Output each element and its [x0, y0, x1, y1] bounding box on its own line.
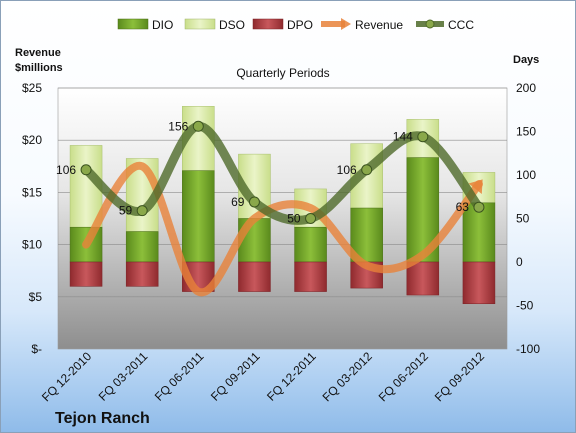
category-label: FQ 09-2012 — [432, 349, 487, 404]
ccc-data-label: 144 — [393, 130, 413, 144]
left-tick-label: $5 — [29, 290, 43, 304]
legend-swatch-dpo — [252, 18, 284, 30]
left-tick-label: $20 — [22, 133, 42, 147]
ccc-data-label: 106 — [56, 163, 76, 177]
right-tick-label: 100 — [516, 168, 536, 182]
ccc-data-label: 63 — [456, 200, 470, 214]
right-tick-label: 200 — [516, 81, 536, 95]
ccc-data-label: 59 — [119, 204, 133, 218]
ccc-point — [136, 205, 148, 217]
ccc-point — [305, 213, 317, 224]
legend-swatch-dso — [184, 18, 216, 30]
legend-swatch-ccc — [416, 19, 444, 29]
legend-swatch-revenue — [321, 18, 351, 30]
category-label: FQ 03-2012 — [320, 349, 375, 404]
legend-label-dio: DIO — [152, 18, 173, 32]
ccc-point — [417, 131, 429, 143]
ccc-point — [80, 164, 92, 176]
bar-dpo — [462, 261, 496, 305]
ccc-data-label: 106 — [337, 163, 357, 177]
bar-dio — [125, 231, 159, 263]
bar-dpo — [125, 261, 159, 287]
bar-dio — [462, 202, 496, 263]
left-tick-label: $- — [31, 342, 42, 356]
bar-dpo — [294, 261, 327, 292]
right-tick-label: 0 — [516, 255, 523, 269]
left-axis-title-line2: $millions — [15, 62, 63, 74]
legend-label-dpo: DPO — [287, 18, 313, 32]
ccc-data-label: 156 — [168, 119, 188, 133]
right-tick-label: 50 — [516, 212, 530, 226]
ccc-data-label: 50 — [287, 212, 301, 226]
bar-dpo — [238, 261, 271, 292]
category-label: FQ 06-2012 — [376, 349, 431, 404]
chart-title: Quarterly Periods — [236, 66, 329, 80]
ccc-point — [248, 196, 260, 208]
category-label: FQ 03-2011 — [96, 349, 151, 404]
bar-dio — [182, 170, 215, 263]
legend-label-revenue: Revenue — [355, 18, 403, 32]
data-labels: 106 59 156 69 50 106 144 63 — [56, 119, 469, 225]
ccc-point — [192, 120, 204, 132]
right-tick-label: -100 — [516, 342, 540, 356]
ccc-point — [473, 201, 485, 213]
category-label: FQ 12-2011 — [264, 349, 319, 404]
right-tick-label: 150 — [516, 125, 536, 139]
left-axis-title-line1: Revenue — [15, 47, 61, 59]
ccc-data-label: 69 — [231, 195, 245, 209]
bar-dio — [294, 226, 327, 263]
legend-swatch-dio — [117, 18, 149, 30]
left-tick-label: $25 — [22, 81, 42, 95]
left-tick-label: $15 — [22, 185, 42, 199]
category-label: FQ 09-2011 — [208, 349, 263, 404]
bar-dio — [350, 207, 383, 263]
right-tick-label: -50 — [516, 299, 534, 313]
lines — [80, 120, 485, 297]
ccc-point — [361, 164, 373, 176]
category-label: FQ 12-2010 — [39, 349, 94, 404]
bar-dpo — [69, 261, 103, 287]
bar-dpo — [406, 261, 440, 296]
left-tick-label: $10 — [22, 238, 42, 252]
right-axis-title: Days — [513, 54, 539, 66]
company-name: Tejon Ranch — [55, 410, 150, 427]
legend-label-ccc: CCC — [448, 18, 474, 32]
category-label: FQ 06-2011 — [152, 349, 207, 404]
legend-label-dso: DSO — [219, 18, 245, 32]
revenue-line — [82, 162, 483, 297]
legend: DIO DSO DPO Revenue CCC — [117, 18, 474, 32]
revenue-arrowhead — [468, 179, 483, 194]
